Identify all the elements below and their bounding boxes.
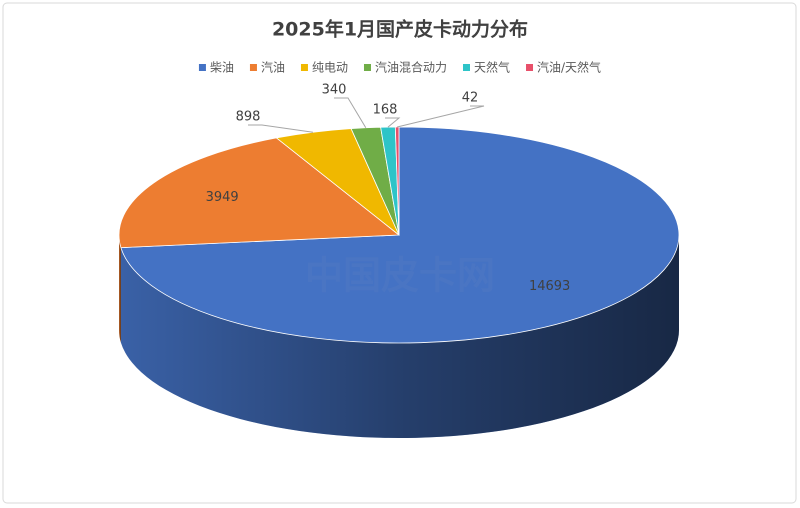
data-label: 14693 — [529, 279, 570, 294]
legend-marker — [300, 64, 308, 71]
legend-marker — [526, 64, 534, 71]
pie — [118, 126, 680, 438]
leader-line — [385, 117, 401, 128]
watermark: 中国皮卡网 — [305, 254, 495, 298]
legend: 柴油 汽油 纯电动 汽油混合动力 天然气 汽油/天然气 — [198, 60, 601, 75]
data-label: 340 — [322, 83, 347, 98]
data-label: 168 — [373, 103, 398, 118]
slice — [118, 137, 401, 249]
legend-marker — [249, 64, 257, 71]
data-label: 3949 — [206, 190, 239, 205]
legend-label: 汽油 — [261, 60, 285, 75]
chart-title: 2025年1月国产皮卡动力分布 — [272, 18, 528, 41]
leader-line — [397, 105, 485, 128]
legend-label: 汽油混合动力 — [375, 60, 447, 75]
leader-line — [334, 97, 367, 129]
legend-label: 汽油/天然气 — [537, 60, 601, 75]
data-label: 898 — [236, 110, 261, 125]
slice-side-shade — [119, 235, 121, 343]
legend-label: 纯电动 — [312, 61, 348, 75]
legend-label: 柴油 — [210, 61, 234, 75]
legend-marker — [363, 64, 371, 71]
legend-label: 天然气 — [474, 60, 510, 75]
legend-marker — [198, 64, 206, 71]
slice — [120, 126, 680, 344]
data-label: 42 — [462, 91, 479, 106]
legend-marker — [463, 64, 470, 71]
leader-line — [248, 124, 314, 133]
data-labels: 14693 3949 898 340 168 42 — [206, 83, 571, 295]
slice-side-shade — [120, 235, 679, 438]
